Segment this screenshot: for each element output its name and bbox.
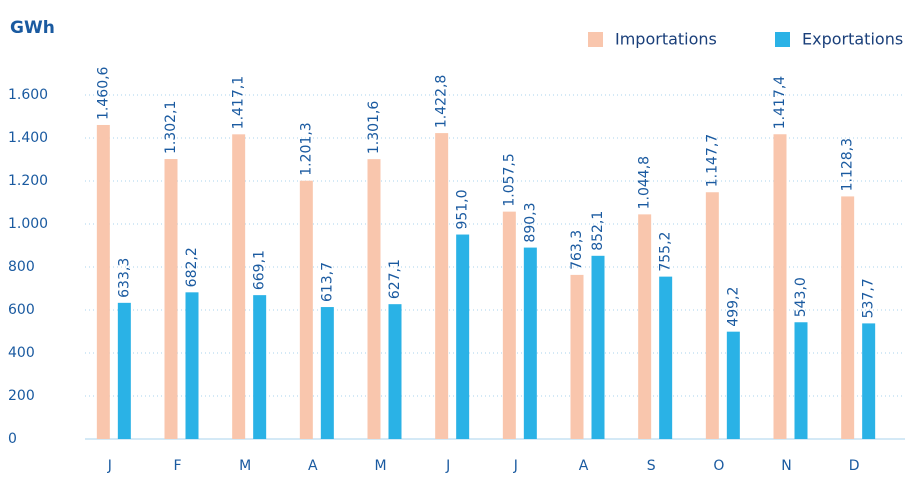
y-tick-label: 600 bbox=[8, 302, 35, 318]
value-label: 669,1 bbox=[252, 250, 268, 290]
value-label: 1.417,1 bbox=[231, 76, 247, 129]
x-tick-label: N bbox=[781, 458, 791, 474]
bar bbox=[232, 134, 246, 440]
bar bbox=[726, 331, 740, 439]
bar bbox=[705, 192, 719, 439]
value-label: 633,3 bbox=[116, 258, 132, 298]
bar bbox=[456, 234, 470, 439]
bar bbox=[117, 302, 131, 439]
value-label: 627,1 bbox=[387, 259, 403, 299]
y-tick-label: 800 bbox=[8, 259, 35, 275]
x-tick-label: S bbox=[647, 458, 656, 474]
bar bbox=[299, 180, 313, 439]
value-label: 1.057,5 bbox=[501, 153, 517, 206]
legend-label: Exportations bbox=[802, 30, 903, 49]
bar bbox=[253, 295, 267, 439]
value-label: 1.301,6 bbox=[366, 101, 382, 155]
x-tick-label: A bbox=[308, 458, 318, 474]
bar bbox=[523, 247, 537, 439]
y-tick-label: 200 bbox=[8, 388, 35, 404]
x-tick-label: M bbox=[239, 458, 251, 474]
y-tick-label: 400 bbox=[8, 345, 35, 361]
bar bbox=[638, 214, 652, 439]
x-tick-label: F bbox=[173, 458, 181, 474]
bar bbox=[185, 292, 199, 439]
x-tick-label: M bbox=[374, 458, 386, 474]
x-tick-label: J bbox=[445, 458, 450, 474]
value-label: 852,1 bbox=[590, 211, 606, 251]
value-label: 1.201,3 bbox=[298, 122, 314, 175]
x-tick-label: A bbox=[579, 458, 589, 474]
value-label: 1.422,8 bbox=[434, 75, 450, 128]
value-label: 682,2 bbox=[184, 247, 200, 287]
value-label: 951,0 bbox=[455, 189, 471, 229]
bar bbox=[502, 211, 516, 439]
legend-swatch bbox=[588, 32, 603, 47]
x-tick-label: D bbox=[849, 458, 860, 474]
value-label: 1.044,8 bbox=[637, 156, 653, 209]
value-label: 1.460,6 bbox=[95, 66, 111, 120]
value-label: 613,7 bbox=[319, 262, 335, 302]
bar bbox=[794, 322, 808, 439]
bar bbox=[367, 159, 381, 439]
value-label: 1.302,1 bbox=[163, 101, 179, 154]
y-tick-label: 1.400 bbox=[8, 130, 48, 146]
x-tick-label: J bbox=[513, 458, 518, 474]
y-tick-label: 1.000 bbox=[8, 216, 48, 232]
bar bbox=[841, 196, 855, 439]
bar bbox=[862, 323, 876, 439]
legend-swatch bbox=[775, 32, 790, 47]
y-tick-label: 0 bbox=[8, 431, 17, 447]
bar bbox=[320, 307, 334, 439]
value-label: 537,7 bbox=[861, 278, 877, 318]
bar bbox=[435, 133, 449, 439]
x-tick-label: J bbox=[107, 458, 112, 474]
bar bbox=[96, 124, 110, 439]
value-label: 1.128,3 bbox=[840, 138, 856, 191]
value-label: 543,0 bbox=[793, 277, 809, 317]
x-tick-label: O bbox=[713, 458, 724, 474]
y-tick-label: 1.200 bbox=[8, 173, 48, 189]
bar bbox=[388, 304, 402, 439]
value-label: 890,3 bbox=[522, 202, 538, 242]
bar bbox=[164, 159, 178, 439]
legend-label: Importations bbox=[615, 30, 717, 49]
bar bbox=[570, 274, 584, 439]
bar bbox=[773, 134, 787, 439]
value-label: 763,3 bbox=[569, 230, 585, 270]
y-tick-label: 1.600 bbox=[8, 87, 48, 103]
bar bbox=[659, 276, 673, 439]
value-label: 1.417,4 bbox=[772, 76, 788, 130]
value-label: 1.147,7 bbox=[704, 134, 720, 187]
bar bbox=[591, 255, 605, 439]
value-label: 755,2 bbox=[658, 232, 674, 272]
y-axis-label: GWh bbox=[10, 18, 55, 38]
value-label: 499,2 bbox=[725, 287, 741, 327]
